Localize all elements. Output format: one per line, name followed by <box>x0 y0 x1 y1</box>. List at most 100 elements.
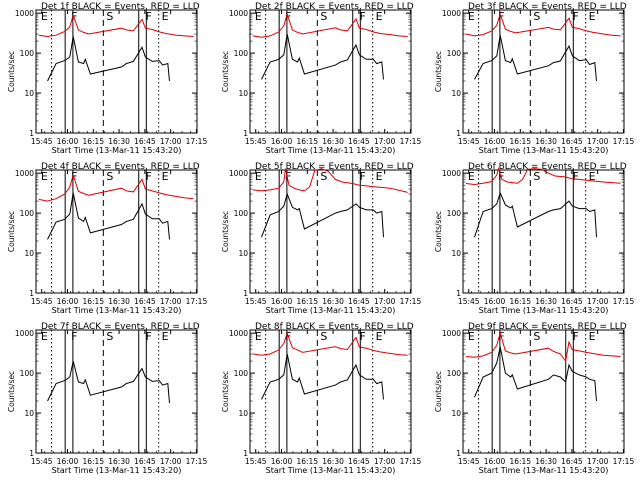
event-marker-letter: E <box>376 170 383 183</box>
events-series-line <box>474 191 597 238</box>
plot-frame <box>249 169 412 294</box>
x-tick-label: 16:15 <box>509 297 531 306</box>
x-tick-label: 17:00 <box>587 297 609 306</box>
event-marker-letter: E <box>376 10 383 23</box>
x-tick-label: 16:00 <box>271 297 293 306</box>
event-marker-letter: E <box>589 330 596 343</box>
x-axis-label: Start Time (13-Mar-11 15:43:20) <box>52 146 182 155</box>
x-axis-label: Start Time (13-Mar-11 15:43:20) <box>479 146 609 155</box>
plot-frame <box>35 169 198 294</box>
y-tick-label: 10 <box>24 89 34 98</box>
event-marker-letter: S <box>106 330 113 343</box>
x-tick-label: 16:45 <box>348 297 370 306</box>
plot-frame <box>35 329 198 454</box>
chart-panel-1: Det 1f BLACK = Events, RED = LLD 15:45 16:… <box>7 2 207 155</box>
x-tick-label: 16:45 <box>134 137 156 146</box>
y-axis-label: Counts/sec <box>7 371 16 412</box>
chart-panel-4: Det 4f BLACK = Events, RED = LLD 15:45 16:… <box>7 162 207 315</box>
event-marker-letter: E <box>41 330 48 343</box>
x-tick-label: 17:15 <box>613 297 635 306</box>
panel-title: Det 4f BLACK = Events, RED = LLD <box>41 162 200 172</box>
event-marker-letter: E <box>162 170 169 183</box>
x-tick-label: 15:45 <box>245 457 267 466</box>
event-marker-letter: F <box>360 330 366 343</box>
x-tick-label: 16:15 <box>509 457 531 466</box>
y-tick-label: 100 <box>20 369 35 378</box>
y-tick-label: 10 <box>238 249 248 258</box>
y-axis-label: Counts/sec <box>221 371 230 412</box>
event-marker-letter: S <box>106 10 113 23</box>
x-tick-label: 15:45 <box>458 457 480 466</box>
event-marker-letter: F <box>573 170 579 183</box>
y-tick-label: 1000 <box>229 329 248 338</box>
x-tick-label: 16:30 <box>108 137 130 146</box>
x-tick-label: 15:45 <box>245 137 267 146</box>
event-marker-letter: F <box>146 330 152 343</box>
event-marker-letter: E <box>468 170 475 183</box>
y-tick-label: 1000 <box>442 169 461 178</box>
event-marker-letter: S <box>106 170 113 183</box>
event-marker-letter: S <box>533 170 540 183</box>
x-tick-label: 17:00 <box>374 137 396 146</box>
x-tick-label: 17:00 <box>587 137 609 146</box>
x-tick-label: 16:45 <box>134 457 156 466</box>
events-series-line <box>47 36 170 82</box>
panel-title: Det 3f BLACK = Events, RED = LLD <box>468 2 627 12</box>
x-tick-label: 16:00 <box>271 137 293 146</box>
x-tick-label: 16:30 <box>108 297 130 306</box>
x-tick-label: 16:30 <box>108 457 130 466</box>
event-marker-letter: E <box>255 330 262 343</box>
x-tick-label: 17:00 <box>374 297 396 306</box>
y-tick-label: 1 <box>29 449 34 458</box>
x-tick-label: 16:45 <box>561 457 583 466</box>
event-marker-letter: F <box>71 170 77 183</box>
x-tick-label: 16:45 <box>561 297 583 306</box>
y-tick-label: 1 <box>243 129 248 138</box>
x-tick-label: 16:15 <box>296 457 318 466</box>
x-tick-label: 17:15 <box>186 137 208 146</box>
y-tick-label: 1 <box>29 129 34 138</box>
lld-series-line <box>465 12 621 37</box>
panel-title: Det 8f BLACK = Events, RED = LLD <box>255 322 414 332</box>
y-tick-label: 100 <box>234 369 249 378</box>
x-tick-label: 16:30 <box>322 297 344 306</box>
y-tick-label: 100 <box>447 209 462 218</box>
y-tick-label: 10 <box>451 89 461 98</box>
y-tick-label: 1000 <box>442 329 461 338</box>
x-tick-label: 16:15 <box>82 457 104 466</box>
x-tick-label: 16:00 <box>57 137 79 146</box>
event-marker-letter: F <box>71 10 77 23</box>
x-tick-label: 16:15 <box>509 137 531 146</box>
chart-panel-6: Det 6f BLACK = Events, RED = LLD 15:45 16:… <box>434 162 634 315</box>
event-marker-letter: E <box>162 330 169 343</box>
y-tick-label: 1000 <box>15 169 34 178</box>
y-axis-label: Counts/sec <box>221 211 230 252</box>
y-tick-label: 1 <box>243 449 248 458</box>
event-marker-letter: E <box>41 170 48 183</box>
event-marker-letter: F <box>146 10 152 23</box>
chart-panel-8: Det 8f BLACK = Events, RED = LLD 15:45 16:… <box>221 322 421 475</box>
event-marker-letter: S <box>320 170 327 183</box>
y-tick-label: 1 <box>456 129 461 138</box>
x-tick-label: 16:15 <box>296 297 318 306</box>
x-tick-label: 16:30 <box>322 137 344 146</box>
y-tick-label: 1 <box>456 289 461 298</box>
x-tick-label: 16:45 <box>134 297 156 306</box>
y-tick-label: 1000 <box>229 169 248 178</box>
x-tick-label: 15:45 <box>31 137 53 146</box>
y-tick-label: 1000 <box>442 9 461 18</box>
event-marker-letter: F <box>71 330 77 343</box>
chart-panel-2: Det 2f BLACK = Events, RED = LLD 15:45 16:… <box>221 2 421 155</box>
event-marker-letter: E <box>255 170 262 183</box>
event-marker-letter: F <box>146 170 152 183</box>
lld-series-line <box>465 331 621 363</box>
event-marker-letter: F <box>573 10 579 23</box>
event-marker-letter: E <box>255 10 262 23</box>
x-tick-label: 16:30 <box>535 297 557 306</box>
event-marker-letter: E <box>589 170 596 183</box>
x-tick-label: 16:00 <box>484 137 506 146</box>
event-marker-letter: S <box>320 330 327 343</box>
x-tick-label: 15:45 <box>31 297 53 306</box>
y-tick-label: 1000 <box>229 9 248 18</box>
